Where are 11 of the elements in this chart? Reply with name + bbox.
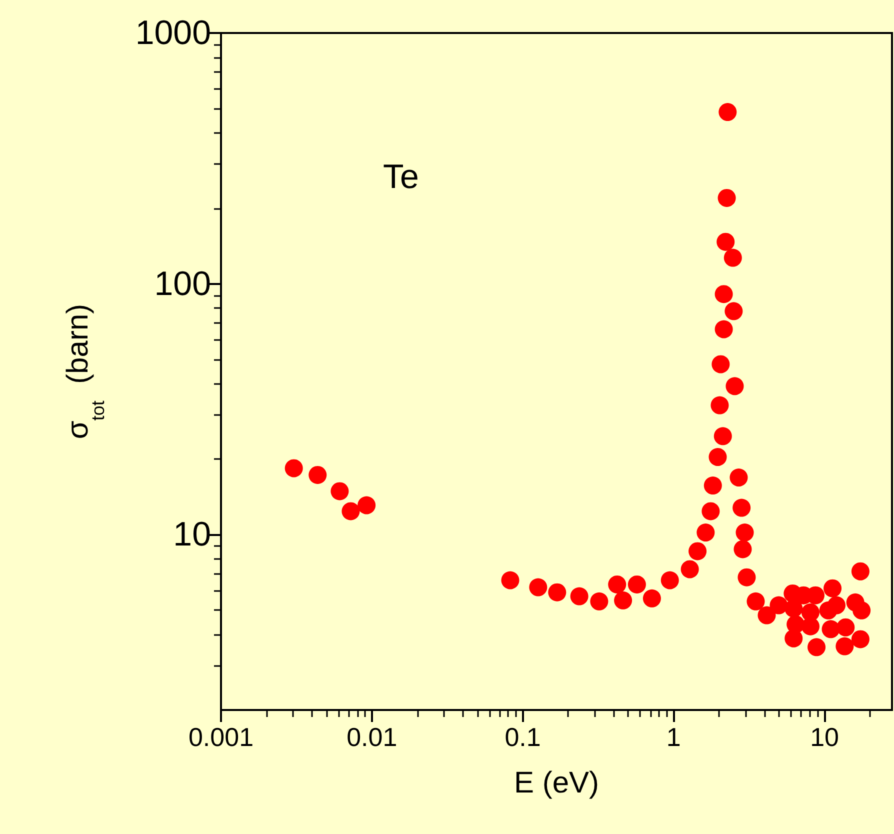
y-tick-label: 1000 — [135, 14, 211, 52]
x-tick-label: 0.01 — [346, 722, 398, 752]
annotation: Te — [383, 158, 419, 196]
x-axis-title: E (eV) — [514, 766, 600, 800]
x-tick-label: 0.1 — [504, 722, 541, 752]
y-axis-title: σtot (barn) — [62, 304, 108, 440]
x-tick-label: 1 — [666, 722, 681, 752]
y-tick-label: 100 — [154, 264, 211, 303]
x-tick-label: 0.001 — [188, 722, 254, 752]
x-tick-label: 10 — [810, 722, 839, 752]
y-tick-label: 10 — [173, 516, 211, 554]
